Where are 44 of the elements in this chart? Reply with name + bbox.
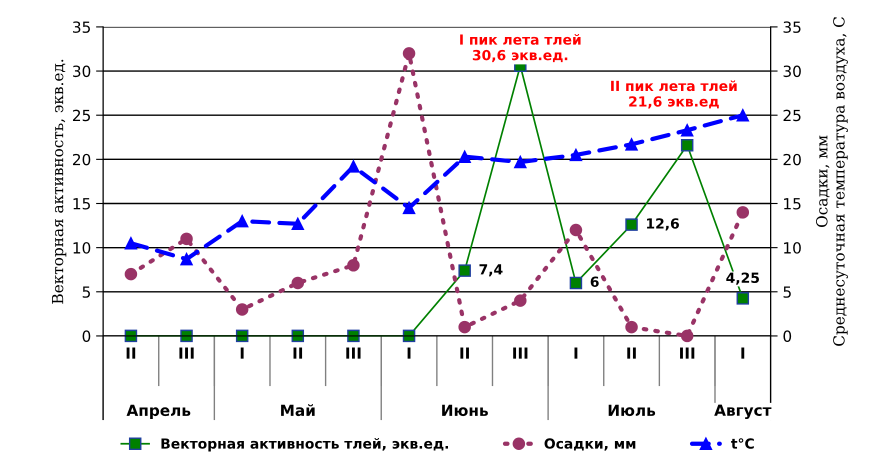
x-tick-label: II [627,348,636,359]
y2-tick-label: 5 [784,286,791,298]
y-axis-title: Векторная активность, экв.ед. [52,60,66,304]
y-tick-label: 15 [74,198,90,210]
x-tick-label: I [741,348,744,359]
y2-tick-label: 10 [784,242,801,254]
x-tick-label: III [346,348,361,359]
text: Август [714,404,772,420]
text: Июль [608,404,656,416]
x-tick-label: II [126,348,136,359]
y-tick-label: 10 [74,242,90,254]
annotation: I пик лета тлей 30,6 экв.ед. [460,34,581,62]
y2-tick-label: 15 [784,198,801,210]
text: Июнь [442,404,488,416]
data-label: 4,25 [726,272,759,285]
data-label: 6 [590,276,599,287]
x-tick-label: I [408,348,410,359]
y2-tick-label: 20 [784,154,801,166]
x-tick-label: I [240,348,244,359]
text: Май [281,404,315,416]
y2-tick-label: 30 [784,66,801,78]
y-tick-label: 30 [73,66,90,78]
y2-axis-title: Осадки, мм Среднесуточная температура воздуха, С [816,17,848,346]
legend-label: Осадки, мм [544,438,636,451]
legend-label: Векторная активность тлей, экв.ед. [161,438,448,452]
text: Апрель [126,404,190,420]
data-label: 7,4 [479,264,503,276]
x-tick-label: III [680,348,694,359]
x-tick-label: II [460,348,469,359]
x-tick-label: I [574,348,578,359]
y2-tick-label: 25 [784,110,801,122]
y-tick-label: 25 [72,110,90,122]
x-tick-label: II [294,348,302,359]
y-tick-label: 5 [82,286,90,298]
x-tick-label: III [179,348,194,359]
y-tick-label: 20 [72,154,90,166]
y-tick-label: 35 [73,21,90,33]
y2-tick-label: 35 [784,21,801,33]
y-tick-label: 0 [82,330,90,342]
annotation: II пик лета тлей 21,6 экв.ед [611,80,737,108]
y2-tick-label: 0 [783,330,792,342]
legend-label: t°C [731,438,754,449]
data-label: 12,6 [647,218,679,230]
x-tick-label: III [513,348,528,359]
